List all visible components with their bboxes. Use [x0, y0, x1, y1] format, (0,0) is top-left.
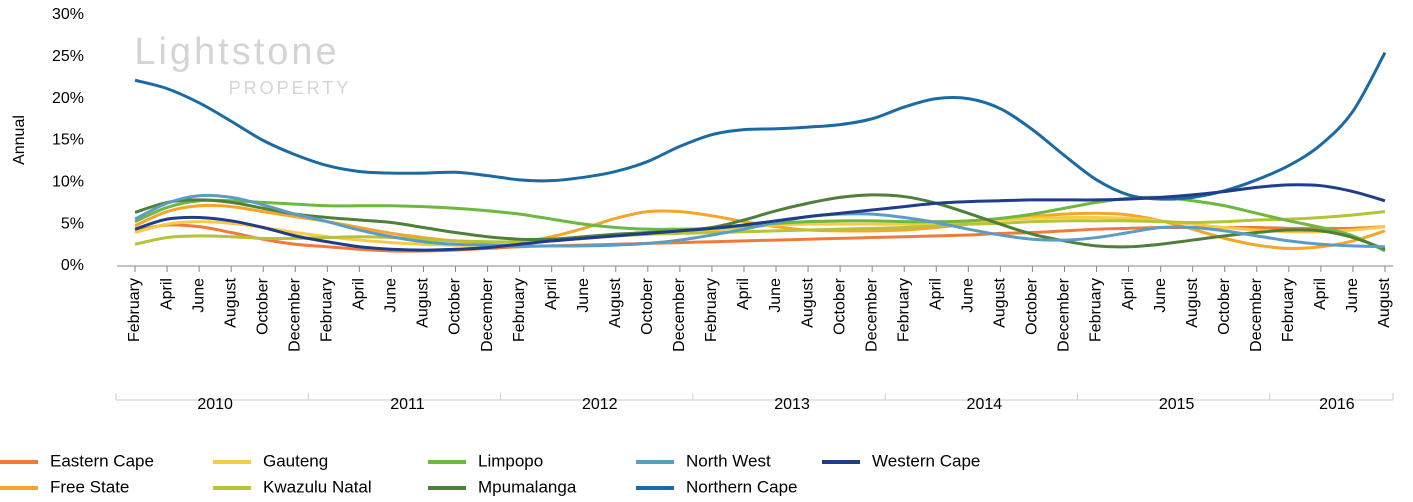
y-tick-label: 0% [61, 257, 84, 274]
series-line [134, 210, 1386, 246]
x-tick-label: June [575, 278, 592, 313]
legend-label: North West [686, 451, 771, 470]
x-tick-label: December [479, 277, 496, 351]
x-tick-label: February [895, 278, 912, 342]
x-group-label: 2014 [967, 396, 1003, 413]
x-tick-label: April [735, 278, 752, 310]
x-tick-label: December [286, 277, 303, 351]
watermark: Lightstone [134, 31, 339, 73]
x-tick-label: October [1216, 277, 1233, 335]
legend-label: Kwazulu Natal [263, 477, 372, 496]
x-tick-label: April [158, 278, 175, 310]
x-tick-label: October [1024, 277, 1041, 335]
x-tick-label: December [1248, 277, 1265, 351]
x-tick-label: October [254, 277, 271, 335]
legend-label: Gauteng [263, 451, 328, 470]
y-tick-label: 10% [52, 174, 84, 191]
x-tick-label: August [799, 277, 816, 327]
x-group-label: 2010 [197, 396, 233, 413]
legend-label: Northern Cape [686, 477, 798, 496]
x-tick-label: October [831, 277, 848, 335]
x-tick-label: February [126, 278, 143, 342]
x-tick-label: December [671, 277, 688, 351]
y-tick-label: 30% [52, 6, 84, 23]
x-tick-label: June [383, 278, 400, 313]
x-tick-label: August [415, 277, 432, 327]
x-tick-label: February [1088, 278, 1105, 342]
x-tick-label: December [1056, 277, 1073, 351]
x-tick-label: August [1376, 277, 1393, 327]
y-tick-label: 20% [52, 90, 84, 107]
x-tick-label: April [1312, 278, 1329, 310]
series-line [134, 193, 1386, 251]
x-tick-label: February [1280, 278, 1297, 342]
y-tick-label: 5% [61, 215, 84, 232]
x-tick-label: June [767, 278, 784, 313]
x-tick-label: April [543, 278, 560, 310]
watermark-sub: PROPERTY [229, 78, 352, 98]
x-tick-label: February [319, 278, 336, 342]
x-group-label: 2012 [582, 396, 618, 413]
x-tick-label: August [222, 277, 239, 327]
y-axis-label: Annual [11, 115, 28, 165]
x-tick-label: December [863, 277, 880, 351]
x-tick-label: August [992, 277, 1009, 327]
x-tick-label: February [703, 278, 720, 342]
legend-label: Limpopo [478, 451, 543, 470]
x-group-label: 2011 [390, 396, 425, 413]
series-line [134, 51, 1387, 201]
x-tick-label: June [1344, 278, 1361, 313]
legend-label: Western Cape [872, 451, 980, 470]
x-group-label: 2015 [1159, 396, 1195, 413]
x-tick-label: August [1184, 277, 1201, 327]
x-tick-label: August [607, 277, 624, 327]
y-tick-label: 15% [52, 132, 84, 149]
x-tick-label: April [351, 278, 368, 310]
x-tick-label: October [447, 277, 464, 335]
x-tick-label: April [1120, 278, 1137, 310]
y-tick-label: 25% [52, 48, 84, 65]
x-tick-label: June [190, 278, 207, 313]
series-line [134, 183, 1386, 252]
x-tick-label: February [511, 278, 528, 342]
series-line [134, 193, 1386, 249]
x-tick-label: April [927, 278, 944, 310]
legend-label: Free State [50, 477, 129, 496]
x-tick-label: October [639, 277, 656, 335]
x-group-label: 2016 [1319, 396, 1355, 413]
legend-label: Mpumalanga [478, 477, 577, 496]
x-tick-label: June [1152, 278, 1169, 313]
legend-label: Eastern Cape [50, 451, 154, 470]
x-group-label: 2013 [774, 396, 810, 413]
x-tick-label: June [960, 278, 977, 313]
